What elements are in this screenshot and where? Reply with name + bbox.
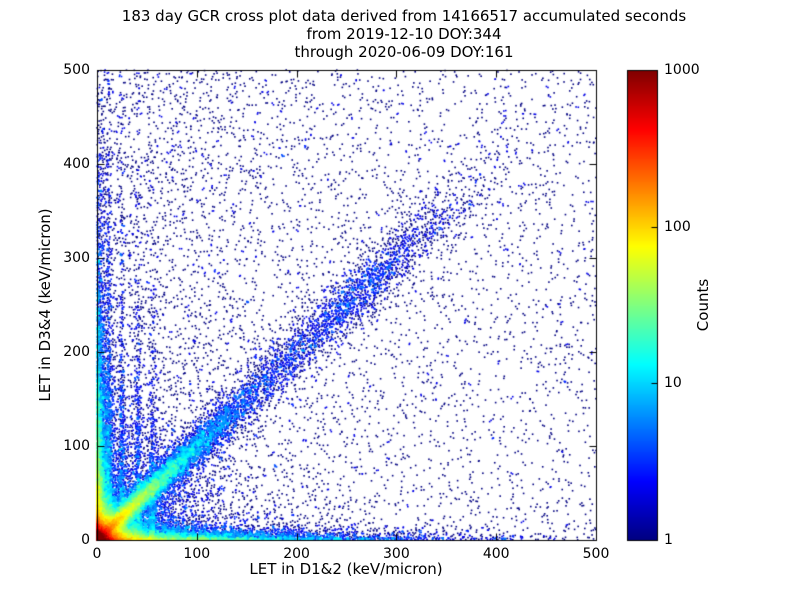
x-axis-label: LET in D1&2 (keV/micron) [249,560,443,578]
x-tick-label: 500 [582,546,610,562]
x-tick-label: 200 [283,546,310,562]
chart-title-line2: from 2019-12-10 DOY:344 [306,25,502,43]
y-tick-label: 100 [63,438,90,454]
colorbar-label: Counts [694,278,712,332]
y-tick-label: 200 [63,344,90,360]
colorbar-tick-label: 10 [664,375,682,392]
chart-title-line1: 183 day GCR cross plot data derived from… [121,7,687,25]
chart-title-line3: through 2020-06-09 DOY:161 [294,43,514,61]
colorbar-tick-label: 1 [664,532,673,548]
x-tick-label: 100 [183,546,211,562]
y-axis-label: LET in D3&4 (keV/micron) [36,208,54,402]
x-tick-label: 300 [383,546,410,562]
y-tick-label: 500 [63,62,90,78]
y-tick-label: 400 [63,156,90,172]
colorbar-tick-label: 100 [664,218,691,235]
x-tick-label: 0 [92,546,102,562]
y-tick-label: 300 [63,250,90,266]
colorbar-tick-label: 1000 [664,62,700,78]
y-tick-label: 0 [81,532,90,548]
x-tick-label: 400 [482,546,510,562]
